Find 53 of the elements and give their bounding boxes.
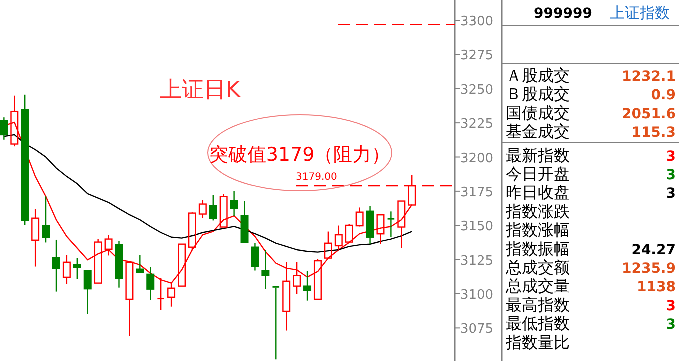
category-label: 指数振幅 <box>505 239 570 258</box>
category-label: Ｂ股成交 <box>506 84 570 104</box>
y-tick-label: 3125 <box>460 254 494 269</box>
ref-line-label: 3179.00 <box>296 172 338 183</box>
category-label: 指数涨跌 <box>505 202 570 221</box>
y-tick-label: 3200 <box>460 151 494 166</box>
text: 0.9 <box>651 88 676 104</box>
candlestick <box>0 117 8 140</box>
text: 上证指数 <box>610 4 670 22</box>
annotation: 突破值3179（阻力） <box>209 144 391 166</box>
text: 3 <box>666 148 676 165</box>
y-tick-label: 3250 <box>460 82 494 98</box>
text: 3 <box>666 298 676 314</box>
text: 1235.9 <box>622 261 676 277</box>
y-tick-label: 3275 <box>460 48 494 64</box>
category-label: 今日开盘 <box>506 164 570 184</box>
y-tick-label: 3225 <box>460 117 494 132</box>
text: 1232.1 <box>622 69 676 85</box>
y-tick-label: 3100 <box>460 288 494 303</box>
text: 2051.6 <box>622 106 676 122</box>
y-tick-label: 3300 <box>460 14 494 30</box>
candlestick <box>387 211 396 238</box>
candlestick <box>104 234 113 256</box>
text: 3 <box>666 317 676 334</box>
candlestick <box>262 250 270 290</box>
y-tick-label: 3075 <box>460 322 494 338</box>
category-label: 基金成交 <box>506 122 570 142</box>
y-tick-label: 3175 <box>460 185 494 200</box>
category-label: 最新指数 <box>506 146 570 165</box>
y-tick-label: 3150 <box>460 220 494 235</box>
text: 115.3 <box>632 125 676 142</box>
candlestick <box>251 242 260 272</box>
text: 3 <box>666 168 676 184</box>
text: 3 <box>666 186 676 202</box>
candlestick <box>115 240 124 288</box>
category-label: 最高指数 <box>506 295 570 314</box>
category-label: 总成交额 <box>505 258 570 277</box>
category-label: 最低指数 <box>506 314 570 334</box>
candlestick <box>304 270 312 302</box>
candlestick <box>366 205 374 245</box>
category-label: 昨日收盘 <box>506 183 570 202</box>
category-label: 指数涨幅 <box>505 220 570 240</box>
candlestick <box>230 190 238 217</box>
text: 1138 <box>637 280 676 296</box>
candlestick <box>52 239 60 292</box>
text: 24.27 <box>632 242 676 258</box>
candlestick <box>32 208 40 268</box>
category-label: 指数量比 <box>505 332 570 352</box>
text: 999999 <box>534 6 592 22</box>
text: 上证日K <box>160 78 241 103</box>
category-label: Ａ股成交 <box>506 66 570 85</box>
category-label: 国债成交 <box>506 103 570 122</box>
category-label: 总成交量 <box>505 276 570 296</box>
